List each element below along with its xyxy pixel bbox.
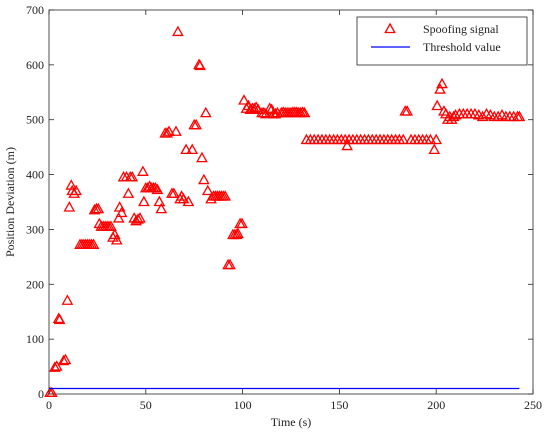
data-point <box>428 143 441 155</box>
data-point <box>182 195 195 207</box>
data-point <box>194 59 206 71</box>
data-point <box>431 99 444 111</box>
data-point <box>61 294 74 305</box>
data-point <box>46 386 58 398</box>
data-point <box>190 118 202 130</box>
y-tick-label: 0 <box>38 387 44 401</box>
data-point <box>122 187 135 198</box>
data-point <box>50 360 63 371</box>
data-point <box>151 183 164 195</box>
data-point <box>63 201 76 212</box>
data-point <box>198 173 210 185</box>
data-point <box>170 125 182 136</box>
y-tick-label: 700 <box>26 3 44 17</box>
data-point <box>134 212 146 223</box>
data-point <box>48 361 61 372</box>
x-axis-label: Time (s) <box>271 415 312 429</box>
legend-label: Threshold value <box>423 40 501 54</box>
marks <box>44 25 526 398</box>
data-point <box>57 354 70 366</box>
data-point <box>263 102 276 113</box>
data-point <box>232 227 244 238</box>
data-point <box>219 190 232 201</box>
data-point <box>53 313 66 325</box>
data-point <box>59 353 72 365</box>
data-point <box>238 94 250 105</box>
data-point <box>172 25 184 37</box>
data-point <box>132 213 144 224</box>
x-tick-label: 100 <box>234 398 252 412</box>
data-point <box>130 214 142 226</box>
y-tick-label: 300 <box>26 222 44 236</box>
x-tick-label: 0 <box>46 398 52 412</box>
data-point <box>424 133 437 145</box>
legend: Spoofing signal Threshold value <box>356 16 528 66</box>
data-point <box>513 110 526 122</box>
x-tick-label: 50 <box>140 398 152 412</box>
data-point <box>153 195 166 207</box>
y-tick-label: 100 <box>26 332 44 346</box>
data-point <box>236 217 248 229</box>
data-point <box>492 110 505 122</box>
data-point <box>196 151 208 163</box>
data-point <box>115 206 128 218</box>
data-point <box>163 125 175 136</box>
y-tick-label: 500 <box>26 113 44 127</box>
data-point <box>201 184 214 196</box>
data-point <box>112 212 125 223</box>
data-point <box>105 220 117 231</box>
data-point <box>161 127 173 138</box>
data-point <box>168 187 180 198</box>
data-point <box>401 105 414 116</box>
data-point <box>88 203 101 215</box>
data-point <box>199 106 212 118</box>
data-point <box>87 238 100 249</box>
data-point <box>449 108 462 120</box>
y-tick-label: 200 <box>26 277 44 291</box>
data-point <box>436 77 448 89</box>
y-tick-label: 600 <box>26 58 44 72</box>
data-point <box>155 202 168 214</box>
data-point <box>70 184 82 196</box>
data-point <box>92 202 105 214</box>
x-tick-label: 250 <box>524 398 542 412</box>
y-axis-label: Position Deviation (m) <box>3 147 17 257</box>
data-point <box>138 195 150 207</box>
data-point <box>177 192 190 204</box>
legend-box <box>356 16 528 66</box>
x-tick-label: 200 <box>427 398 445 412</box>
data-point <box>126 170 139 182</box>
data-point <box>430 133 443 145</box>
data-point <box>186 143 199 155</box>
y-tick-label: 400 <box>26 168 44 182</box>
data-point <box>252 103 264 114</box>
x-tick-label: 150 <box>330 398 348 412</box>
data-point <box>298 106 311 118</box>
data-point <box>341 139 354 151</box>
data-point <box>137 165 149 176</box>
legend-marker <box>384 22 396 34</box>
plot-frame <box>48 9 534 395</box>
data-point <box>149 181 162 193</box>
data-point <box>397 133 410 145</box>
data-point <box>224 258 236 270</box>
data-point <box>110 234 123 245</box>
data-point <box>180 143 192 155</box>
data-point <box>434 83 446 94</box>
data-point <box>476 110 489 122</box>
legend-label: Spoofing signal <box>423 22 499 36</box>
